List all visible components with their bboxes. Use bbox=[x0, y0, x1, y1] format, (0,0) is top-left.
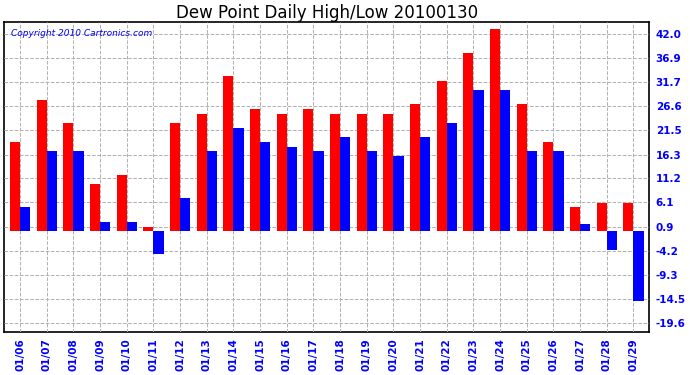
Bar bbox=[313, 151, 324, 231]
Bar bbox=[260, 142, 270, 231]
Bar bbox=[74, 151, 83, 231]
Bar bbox=[410, 104, 420, 231]
Bar bbox=[623, 203, 633, 231]
Bar bbox=[304, 109, 313, 231]
Bar bbox=[233, 128, 244, 231]
Bar bbox=[420, 137, 431, 231]
Bar bbox=[37, 100, 47, 231]
Bar bbox=[500, 90, 511, 231]
Text: Copyright 2010 Cartronics.com: Copyright 2010 Cartronics.com bbox=[10, 28, 152, 38]
Bar bbox=[90, 184, 100, 231]
Bar bbox=[570, 207, 580, 231]
Bar bbox=[144, 227, 153, 231]
Bar bbox=[633, 231, 644, 301]
Bar bbox=[117, 175, 127, 231]
Bar bbox=[473, 90, 484, 231]
Bar bbox=[100, 222, 110, 231]
Bar bbox=[393, 156, 404, 231]
Bar bbox=[224, 76, 233, 231]
Bar bbox=[597, 203, 607, 231]
Bar bbox=[490, 29, 500, 231]
Bar bbox=[357, 114, 367, 231]
Bar bbox=[580, 224, 590, 231]
Bar bbox=[197, 114, 207, 231]
Bar bbox=[447, 123, 457, 231]
Bar bbox=[127, 222, 137, 231]
Bar bbox=[526, 151, 537, 231]
Bar bbox=[180, 198, 190, 231]
Bar bbox=[543, 142, 553, 231]
Bar bbox=[367, 151, 377, 231]
Bar bbox=[607, 231, 617, 250]
Bar bbox=[250, 109, 260, 231]
Bar bbox=[517, 104, 526, 231]
Title: Dew Point Daily High/Low 20100130: Dew Point Daily High/Low 20100130 bbox=[176, 4, 478, 22]
Bar bbox=[464, 53, 473, 231]
Bar bbox=[153, 231, 164, 254]
Bar bbox=[384, 114, 393, 231]
Bar bbox=[170, 123, 180, 231]
Bar bbox=[437, 81, 447, 231]
Bar bbox=[207, 151, 217, 231]
Bar bbox=[553, 151, 564, 231]
Bar bbox=[330, 114, 340, 231]
Bar bbox=[277, 114, 287, 231]
Bar bbox=[63, 123, 74, 231]
Bar bbox=[340, 137, 351, 231]
Bar bbox=[20, 207, 30, 231]
Bar bbox=[47, 151, 57, 231]
Bar bbox=[10, 142, 20, 231]
Bar bbox=[287, 147, 297, 231]
